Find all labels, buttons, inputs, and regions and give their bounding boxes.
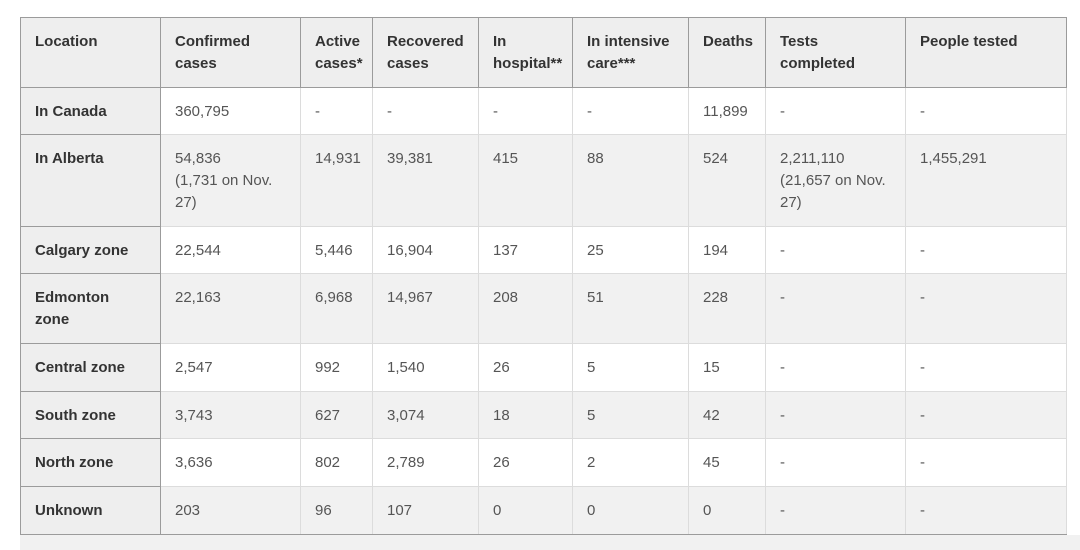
row-header: Central zone	[20, 342, 161, 392]
table-cell: 2	[572, 438, 689, 487]
table-row-in-canada: In Canada 360,795 - - - - 11,899 - -	[20, 86, 1067, 136]
table-cell: -	[905, 438, 1067, 487]
table-cell: 26	[478, 342, 573, 392]
table-row-north-zone: North zone 3,636 802 2,789 26 2 45 - -	[20, 438, 1067, 487]
table-cell: 2,789	[372, 438, 479, 487]
row-header: Unknown	[20, 486, 161, 535]
table-cell: 22,163	[160, 273, 301, 344]
covid-stats-table: Location Confirmed cases Active cases* R…	[20, 17, 1067, 535]
column-header-people-tested: People tested	[905, 17, 1067, 88]
column-header-recovered-cases: Recovered cases	[372, 17, 479, 88]
table-row-central-zone: Central zone 2,547 992 1,540 26 5 15 - -	[20, 342, 1067, 392]
table-cell: 51	[572, 273, 689, 344]
table-row-south-zone: South zone 3,743 627 3,074 18 5 42 - -	[20, 390, 1067, 440]
table-cell: -	[478, 86, 573, 136]
column-header-location: Location	[20, 17, 161, 88]
table-cell: 992	[300, 342, 373, 392]
header-row: Location Confirmed cases Active cases* R…	[20, 17, 1067, 88]
table-cell: 194	[688, 225, 766, 275]
table-cell: 45	[688, 438, 766, 487]
next-section-strip	[20, 534, 1080, 550]
column-header-active-cases: Active cases*	[300, 17, 373, 88]
table-cell: -	[905, 342, 1067, 392]
table-cell: 5,446	[300, 225, 373, 275]
table-cell: -	[905, 273, 1067, 344]
table-cell: 39,381	[372, 134, 479, 227]
column-header-confirmed-cases: Confirmed cases	[160, 17, 301, 88]
table-cell: 1,540	[372, 342, 479, 392]
table-cell: 42	[688, 390, 766, 440]
table-cell: 0	[478, 486, 573, 535]
row-header: North zone	[20, 438, 161, 487]
table-cell: -	[765, 438, 906, 487]
table-cell: 5	[572, 390, 689, 440]
table-cell: 18	[478, 390, 573, 440]
table-cell: 802	[300, 438, 373, 487]
table-cell: 26	[478, 438, 573, 487]
table-cell: 415	[478, 134, 573, 227]
table-cell: -	[765, 225, 906, 275]
table-cell: -	[765, 273, 906, 344]
table-cell: 228	[688, 273, 766, 344]
table-cell: 0	[572, 486, 689, 535]
table-cell: 627	[300, 390, 373, 440]
table-cell: 2,547	[160, 342, 301, 392]
table-cell: 0	[688, 486, 766, 535]
table-cell: 54,836 (1,731 on Nov. 27)	[160, 134, 301, 227]
table-cell: 3,743	[160, 390, 301, 440]
table-cell: -	[765, 86, 906, 136]
table-cell: -	[765, 486, 906, 535]
table-cell: 3,074	[372, 390, 479, 440]
table-cell: 208	[478, 273, 573, 344]
table-cell: 5	[572, 342, 689, 392]
table-cell: 2,211,110 (21,657 on Nov. 27)	[765, 134, 906, 227]
table-cell: -	[905, 390, 1067, 440]
table-cell: 107	[372, 486, 479, 535]
table-cell: 22,544	[160, 225, 301, 275]
column-header-tests-completed: Tests completed	[765, 17, 906, 88]
column-header-in-hospital: In hospital**	[478, 17, 573, 88]
table-cell: 96	[300, 486, 373, 535]
table-cell: 88	[572, 134, 689, 227]
row-header: South zone	[20, 390, 161, 440]
table-cell: 11,899	[688, 86, 766, 136]
table-cell: -	[905, 86, 1067, 136]
table-row-unknown: Unknown 203 96 107 0 0 0 - -	[20, 486, 1067, 535]
table-cell: 6,968	[300, 273, 373, 344]
column-header-in-intensive-care: In intensive care***	[572, 17, 689, 88]
column-header-deaths: Deaths	[688, 17, 766, 88]
table-cell: 14,967	[372, 273, 479, 344]
table-cell: -	[372, 86, 479, 136]
table-cell: 360,795	[160, 86, 301, 136]
table-row-calgary-zone: Calgary zone 22,544 5,446 16,904 137 25 …	[20, 225, 1067, 275]
table-cell: -	[905, 486, 1067, 535]
table-cell: 16,904	[372, 225, 479, 275]
row-header: Calgary zone	[20, 225, 161, 275]
row-header: Edmonton zone	[20, 273, 161, 344]
table-cell: 1,455,291	[905, 134, 1067, 227]
table-cell: 203	[160, 486, 301, 535]
table-row-edmonton-zone: Edmonton zone 22,163 6,968 14,967 208 51…	[20, 273, 1067, 344]
table-cell: -	[300, 86, 373, 136]
table-cell: 15	[688, 342, 766, 392]
row-header: In Alberta	[20, 134, 161, 227]
table-cell: 3,636	[160, 438, 301, 487]
table-cell: 25	[572, 225, 689, 275]
table-cell: 524	[688, 134, 766, 227]
table-cell: 137	[478, 225, 573, 275]
table-cell: -	[572, 86, 689, 136]
table-row-in-alberta: In Alberta 54,836 (1,731 on Nov. 27) 14,…	[20, 134, 1067, 227]
table-cell: -	[765, 390, 906, 440]
table-cell: 14,931	[300, 134, 373, 227]
table-container: Location Confirmed cases Active cases* R…	[20, 17, 1067, 535]
table-cell: -	[765, 342, 906, 392]
table-cell: -	[905, 225, 1067, 275]
row-header: In Canada	[20, 86, 161, 136]
